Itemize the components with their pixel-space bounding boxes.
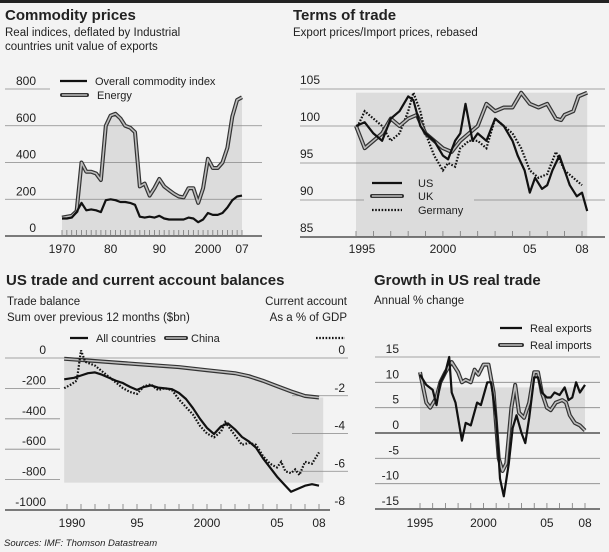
y2-tick-label: -4 (334, 419, 345, 433)
us-trade-balances-chart: US trade and current account balances Tr… (4, 272, 348, 549)
y-tick-label: 0 (29, 221, 36, 235)
chart-title: Terms of trade (293, 7, 396, 24)
right-axis-label: As a % of GDP (270, 312, 348, 324)
legend-label: Energy (97, 90, 132, 102)
y-tick-label: -200 (22, 373, 46, 387)
x-tick-label: 1970 (49, 242, 76, 256)
legend-label: Real exports (530, 323, 592, 335)
x-tick-label: 08 (575, 242, 589, 256)
y-tick-label: 5 (392, 393, 399, 407)
y2-tick-label: -6 (334, 456, 345, 470)
y-tick-label: 10 (386, 367, 400, 381)
overall-commodity-index-line (62, 194, 243, 224)
source-note: Sources: IMF: Thomson Datastream (4, 538, 157, 549)
chart-title: Commodity prices (5, 7, 136, 24)
y-tick-label: 200 (16, 184, 36, 198)
x-tick-label: 07 (235, 242, 249, 256)
y-tick-label: 0 (392, 418, 399, 432)
x-tick-label: 08 (578, 516, 592, 530)
x-tick-label: 2000 (470, 516, 497, 530)
chart-subtitle: countries unit value of exports (5, 41, 158, 53)
legend-label: Real imports (530, 340, 592, 352)
y-tick-label: -15 (382, 494, 400, 508)
x-tick-label: 2000 (430, 242, 457, 256)
x-tick-label: 08 (312, 516, 326, 530)
y-tick-label: -600 (22, 434, 46, 448)
x-tick-label: 05 (523, 242, 537, 256)
top-rule (0, 0, 609, 3)
y-tick-label: 800 (16, 74, 36, 88)
y-tick-label: 95 (300, 147, 314, 161)
y-tick-label: -5 (388, 443, 399, 457)
china-line-inner (64, 358, 320, 399)
y2-tick-label: 0 (338, 343, 345, 357)
x-tick-label: 1990 (59, 516, 86, 530)
legend-label: Germany (418, 205, 464, 217)
y-tick-label: -1000 (15, 495, 46, 509)
y-tick-label: -400 (22, 404, 46, 418)
chart-title: Growth in US real trade (374, 272, 541, 289)
uk-line-inner (355, 91, 588, 153)
y-tick-label: 600 (16, 111, 36, 125)
y-tick-label: 100 (300, 110, 320, 124)
y-tick-label: 105 (300, 73, 320, 87)
chart-subtitle: Export prices/Import prices, rebased (293, 27, 478, 39)
x-tick-label: 2000 (195, 242, 222, 256)
real-exports-line (419, 355, 586, 498)
us-line (355, 95, 589, 212)
legend-label: US (418, 178, 433, 190)
y-tick-label: 400 (16, 148, 36, 162)
chart-subtitle: Real indices, deflated by Industrial (5, 27, 180, 39)
y-tick-label: 90 (300, 184, 314, 198)
chart-subtitle: Annual % change (374, 295, 464, 307)
left-axis-label: Sum over previous 12 months ($bn) (7, 312, 190, 324)
us-real-trade-growth-chart: Growth in US real trade Annual % change … (374, 272, 600, 530)
y-tick-label: 0 (39, 343, 46, 357)
chart-title: US trade and current account balances (6, 272, 284, 289)
x-tick-label: 1995 (349, 242, 376, 256)
legend-label: All countries (96, 333, 156, 345)
x-tick-label: 05 (270, 516, 284, 530)
germany-line (355, 89, 583, 187)
right-axis-label: Current account (265, 296, 348, 308)
terms-of-trade-chart: Terms of trade Export prices/Import pric… (293, 7, 605, 256)
y-tick-label: 15 (386, 342, 400, 356)
x-tick-label: 95 (130, 516, 144, 530)
y2-tick-label: -8 (334, 494, 345, 508)
legend-label: China (191, 333, 221, 345)
y-tick-label: -10 (382, 469, 400, 483)
shaded-area (64, 358, 324, 483)
x-tick-label: 2000 (194, 516, 221, 530)
x-tick-label: 90 (153, 242, 167, 256)
y-tick-label: 85 (300, 221, 314, 235)
legend-label: UK (418, 191, 434, 203)
legend-label: Overall commodity index (95, 76, 216, 88)
commodity-prices-chart: Commodity prices Real indices, deflated … (5, 7, 262, 256)
x-tick-label: 80 (104, 242, 118, 256)
x-tick-label: 05 (540, 516, 554, 530)
energy-line-inner (61, 96, 243, 219)
y2-tick-label: -2 (334, 381, 345, 395)
x-tick-label: 1995 (407, 516, 434, 530)
left-axis-label: Trade balance (7, 296, 80, 308)
y-tick-label: -800 (22, 465, 46, 479)
